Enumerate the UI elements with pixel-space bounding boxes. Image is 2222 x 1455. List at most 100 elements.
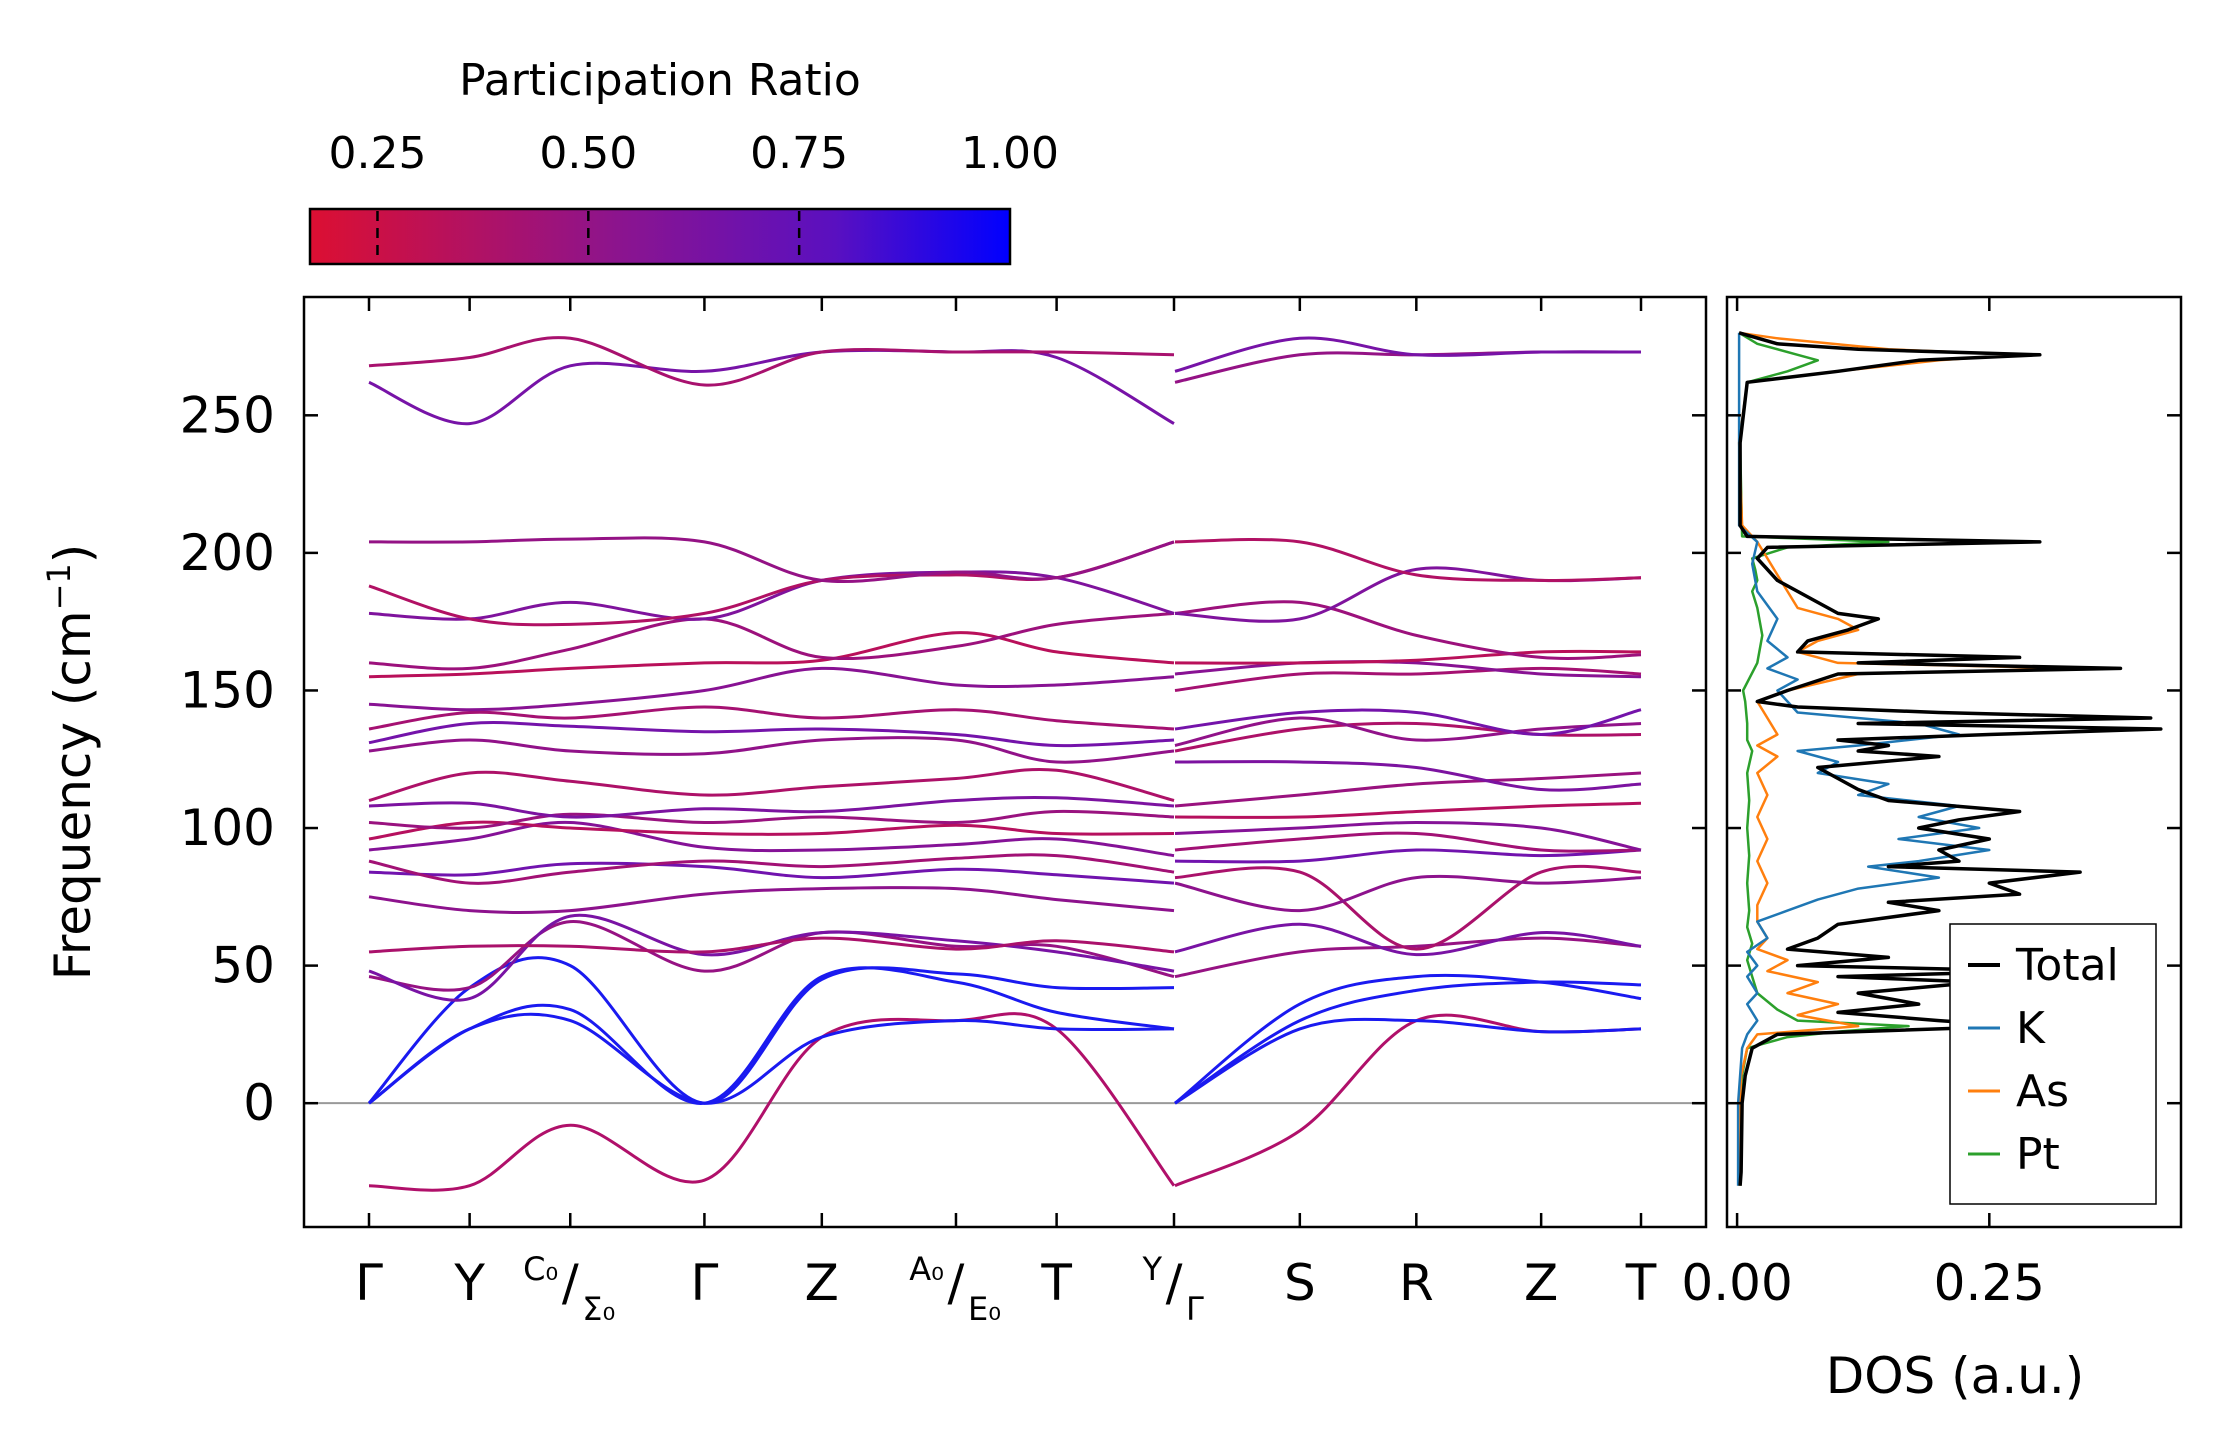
band-line bbox=[1174, 936, 1642, 979]
band-line bbox=[368, 861, 1175, 885]
band-line bbox=[368, 336, 1175, 387]
band-line bbox=[1174, 1017, 1642, 1105]
y-tick-label: 200 bbox=[180, 524, 275, 582]
band-line bbox=[368, 809, 1175, 830]
x-tick-label-slash: / bbox=[562, 1254, 579, 1312]
y-tick-label: 50 bbox=[211, 937, 275, 995]
x-tick-label-lower: Σ₀ bbox=[582, 1290, 615, 1328]
y-axis-label: Frequency (cm−1) bbox=[40, 544, 102, 981]
x-tick-label: Γ bbox=[690, 1254, 718, 1312]
x-tick-label-upper: Y bbox=[1141, 1250, 1162, 1288]
band-lines bbox=[304, 336, 1706, 1192]
x-tick-label: S bbox=[1284, 1254, 1316, 1312]
band-line bbox=[1174, 336, 1642, 373]
x-tick-label: T bbox=[1040, 1254, 1072, 1312]
colorbar-tick-label: 0.75 bbox=[750, 128, 848, 179]
band-line bbox=[1174, 537, 1642, 582]
colorbar-gradient bbox=[308, 207, 1012, 266]
y-tick-label: 0 bbox=[243, 1074, 275, 1132]
dos-series-total bbox=[1738, 331, 2163, 1186]
band-y-axis: 0 50 100 150 200 250 bbox=[180, 386, 1706, 1132]
legend-items: Total K As Pt bbox=[1968, 940, 2119, 1180]
band-line bbox=[368, 570, 1175, 621]
colorbar-tick-label: 0.25 bbox=[328, 128, 426, 179]
band-line bbox=[1174, 980, 1642, 1105]
band-line bbox=[368, 611, 1175, 671]
band-line bbox=[1174, 922, 1642, 957]
legend-frame bbox=[1949, 923, 2157, 1205]
x-tick-label-upper: C₀ bbox=[523, 1250, 558, 1288]
x-tick-label: Y bbox=[453, 1254, 485, 1312]
dos-x-tick-label: 0.00 bbox=[1681, 1254, 1792, 1312]
colorbar-tick-label: 0.50 bbox=[539, 128, 637, 179]
y-axis-label-close: ) bbox=[44, 544, 102, 564]
x-tick-label-lower: E₀ bbox=[968, 1290, 1001, 1328]
x-tick-label-slash: / bbox=[948, 1254, 965, 1312]
band-line bbox=[1174, 649, 1642, 665]
x-tick-label: Γ bbox=[355, 1254, 383, 1312]
band-panel-frame bbox=[302, 295, 1708, 1229]
band-line bbox=[1174, 848, 1642, 864]
dos-axes: 0.00 0.25 bbox=[1681, 297, 2181, 1312]
band-line bbox=[1174, 801, 1642, 819]
x-tick-label-composite: A₀ / E₀ bbox=[909, 1250, 1001, 1328]
band-line bbox=[1174, 721, 1642, 753]
legend-label: K bbox=[2016, 1003, 2046, 1054]
x-tick-label-composite: C₀ / Σ₀ bbox=[523, 1250, 615, 1328]
band-line bbox=[1174, 716, 1642, 747]
band-line bbox=[368, 666, 1175, 712]
band-line bbox=[368, 820, 1175, 858]
y-axis-label-superscript: −1 bbox=[40, 563, 78, 610]
legend-label: Pt bbox=[2016, 1129, 2060, 1180]
band-line bbox=[368, 853, 1175, 885]
band-line bbox=[1174, 708, 1642, 737]
band-line bbox=[368, 1012, 1176, 1192]
band-line bbox=[368, 631, 1175, 679]
band-line bbox=[1174, 864, 1642, 951]
band-line bbox=[1174, 831, 1642, 853]
legend: Total K As Pt bbox=[1949, 923, 2157, 1205]
band-line bbox=[1174, 600, 1642, 660]
band-line bbox=[1174, 1013, 1642, 1188]
dos-lines bbox=[1736, 331, 2163, 1186]
band-line bbox=[1174, 666, 1642, 692]
band-line bbox=[368, 920, 1175, 992]
band-line bbox=[1174, 771, 1642, 808]
colorbar-ticks: 0.25 0.50 0.75 1.00 bbox=[328, 128, 1059, 262]
dos-series-k bbox=[1736, 332, 1991, 1186]
band-line bbox=[1174, 874, 1642, 913]
y-tick-label: 100 bbox=[180, 799, 275, 857]
x-tick-label: T bbox=[1625, 1254, 1657, 1312]
band-line bbox=[368, 820, 1175, 841]
legend-label: As bbox=[2016, 1066, 2069, 1117]
colorbar: Participation Ratio 0.25 0.50 0.75 1.00 bbox=[308, 55, 1059, 266]
x-tick-label-slash: / bbox=[1166, 1254, 1183, 1312]
band-line bbox=[1174, 760, 1642, 792]
dos-panel-frame bbox=[1725, 295, 2183, 1229]
x-tick-label: Z bbox=[1524, 1254, 1558, 1312]
y-tick-label: 250 bbox=[180, 386, 275, 444]
band-line bbox=[1174, 973, 1642, 1105]
band-line bbox=[1174, 350, 1642, 384]
legend-label: Total bbox=[2015, 940, 2119, 991]
band-x-axis: Γ Y C₀ / Σ₀ Γ Z A₀ / E₀ T Y / Γ S R Z T bbox=[355, 297, 1657, 1328]
band-line bbox=[368, 913, 1175, 1002]
band-line bbox=[368, 966, 1175, 1105]
band-line bbox=[368, 796, 1175, 819]
dos-panel: 0.00 0.25 DOS (a.u.) Total K As Pt bbox=[1681, 295, 2183, 1405]
band-line bbox=[368, 348, 1175, 426]
band-line bbox=[368, 1012, 1175, 1105]
band-line bbox=[368, 540, 1175, 627]
band-line bbox=[368, 936, 1175, 954]
band-line bbox=[368, 767, 1175, 802]
x-tick-label: R bbox=[1399, 1254, 1434, 1312]
y-tick-label: 150 bbox=[180, 661, 275, 719]
band-line bbox=[368, 721, 1175, 748]
x-tick-label-composite: Y / Γ bbox=[1141, 1250, 1204, 1328]
dos-x-axis-label: DOS (a.u.) bbox=[1826, 1347, 2085, 1405]
band-line bbox=[368, 705, 1175, 731]
colorbar-title: Participation Ratio bbox=[459, 55, 861, 106]
band-line bbox=[367, 956, 1175, 1105]
